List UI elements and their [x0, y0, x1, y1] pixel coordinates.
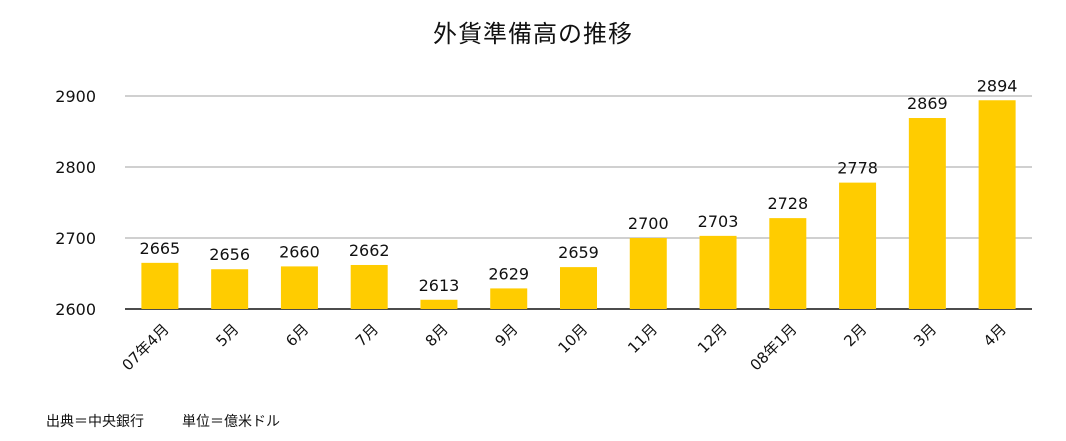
x-tick-label: 07年4月: [119, 320, 173, 374]
data-label: 2662: [349, 241, 390, 260]
x-tick-label: 6月: [282, 320, 312, 350]
x-tick-label: 12月: [694, 320, 731, 357]
x-tick-label: 8月: [422, 320, 452, 350]
x-tick-label: 10月: [554, 320, 591, 357]
data-label: 2659: [558, 243, 599, 262]
data-label: 2869: [907, 94, 948, 113]
bar: [908, 118, 946, 309]
data-label: 2728: [767, 194, 808, 213]
bar: [280, 266, 318, 309]
x-tick-label: 4月: [980, 320, 1010, 350]
bar: [769, 218, 807, 309]
bar: [699, 235, 737, 309]
bar: [141, 262, 179, 309]
bar: [420, 299, 458, 309]
x-tick-label: 11月: [624, 320, 661, 357]
bar: [978, 100, 1016, 309]
x-tick-label: 5月: [212, 320, 242, 350]
x-tick-label: 08年1月: [746, 320, 800, 374]
bar: [350, 264, 388, 309]
y-tick-label: 2900: [55, 87, 96, 106]
unit-note: 単位＝億米ドル: [182, 414, 280, 430]
data-label: 2660: [279, 242, 320, 261]
data-label: 2629: [488, 264, 529, 283]
y-tick-label: 2700: [55, 229, 96, 248]
data-label: 2703: [698, 212, 739, 231]
source-note: 出典＝中央銀行: [46, 414, 144, 430]
x-tick-label: 9月: [491, 320, 521, 350]
bar: [490, 288, 528, 309]
data-label: 2778: [837, 159, 878, 178]
y-tick-label: 2800: [55, 158, 96, 177]
bar: [839, 182, 877, 309]
y-tick-label: 2600: [55, 300, 96, 319]
data-label: 2894: [977, 76, 1018, 95]
x-tick-label: 2月: [840, 320, 870, 350]
data-label: 2700: [628, 214, 669, 233]
bar: [211, 269, 249, 309]
data-label: 2656: [209, 245, 250, 264]
chart-title: 外貨準備高の推移: [433, 20, 633, 48]
chart-footer: 出典＝中央銀行 単位＝億米ドル: [46, 411, 280, 431]
x-tick-label: 3月: [910, 320, 940, 350]
data-label: 2613: [419, 276, 460, 295]
bar: [560, 267, 597, 309]
bar: [629, 238, 667, 309]
data-label: 2665: [140, 239, 181, 258]
x-tick-label: 7月: [352, 320, 382, 350]
